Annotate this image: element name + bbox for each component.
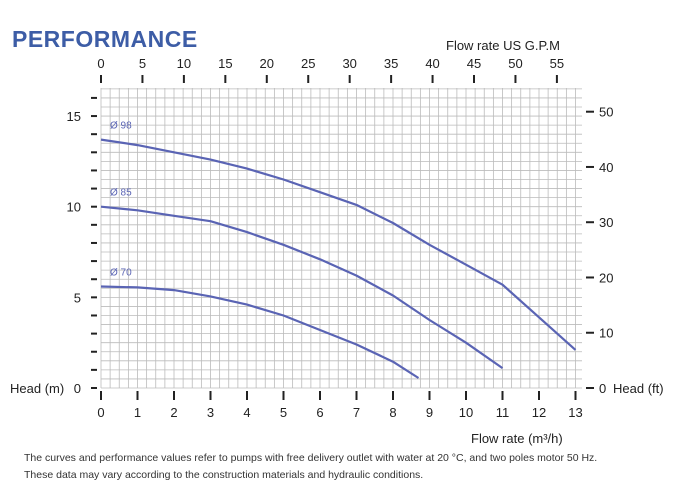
x2-tick-label: 30 [342, 56, 356, 71]
x2-tick-label: 15 [218, 56, 232, 71]
x-tick-label: 11 [496, 405, 510, 420]
footnote-2: These data may vary according to the con… [24, 469, 424, 481]
y2-tick-label: 0 [599, 381, 606, 396]
x-tick-label: 6 [316, 405, 323, 420]
y2-tick-label: 50 [599, 105, 613, 120]
y2-axis-label: Head (ft) [613, 381, 664, 396]
x2-tick-label: 55 [550, 56, 564, 71]
x2-tick-label: 10 [177, 56, 191, 71]
x2-tick-label: 40 [425, 56, 439, 71]
y-tick-label: 0 [74, 381, 81, 396]
x2-tick-label: 50 [508, 56, 522, 71]
x-tick-label: 4 [243, 405, 250, 420]
footnote-1: The curves and performance values refer … [24, 452, 598, 464]
x2-tick-label: 25 [301, 56, 315, 71]
series-label-2: Ø 70 [110, 267, 132, 278]
performance-chart: 0 1 2 3 4 5 6 7 8 9 10 11 12 130 5 10 15 20 25 30 35 40 45 50 55… [10, 38, 664, 446]
series-line-2 [100, 285, 420, 379]
x-tick-label: 2 [170, 405, 177, 420]
x-tick-label: 7 [353, 405, 360, 420]
x2-tick-label: 0 [97, 56, 104, 71]
series-label-1: Ø 85 [110, 188, 132, 199]
x-tick-label: 0 [97, 405, 104, 420]
y2-tick-label: 10 [599, 326, 613, 341]
y2-tick-label: 40 [599, 160, 613, 175]
y2-tick-label: 30 [599, 215, 613, 230]
x2-tick-label: 35 [384, 56, 398, 71]
x-tick-label: 1 [134, 405, 141, 420]
series-label-0: Ø 98 [110, 121, 132, 132]
x-tick-label: 8 [389, 405, 396, 420]
x-tick-label: 5 [280, 405, 287, 420]
y-tick-label: 15 [67, 109, 81, 124]
y-tick-label: 5 [74, 290, 81, 305]
y-axis-label: Head (m) [10, 381, 64, 396]
x2-tick-label: 20 [260, 56, 274, 71]
x-tick-label: 12 [532, 405, 546, 420]
x-tick-label: 9 [426, 405, 433, 420]
x2-tick-label: 5 [139, 56, 146, 71]
x-axis-label: Flow rate (m³/h) [471, 431, 563, 446]
y2-tick-label: 20 [599, 270, 613, 285]
x-tick-label: 10 [459, 405, 473, 420]
y-tick-label: 10 [67, 200, 81, 215]
page-title: PERFORMANCE [12, 26, 198, 52]
x-tick-label: 13 [568, 405, 582, 420]
x2-axis-label: Flow rate US G.P.M [446, 38, 560, 53]
series-line-0 [100, 138, 577, 351]
x-tick-label: 3 [207, 405, 214, 420]
x2-tick-label: 45 [467, 56, 481, 71]
series-line-1 [100, 205, 504, 370]
